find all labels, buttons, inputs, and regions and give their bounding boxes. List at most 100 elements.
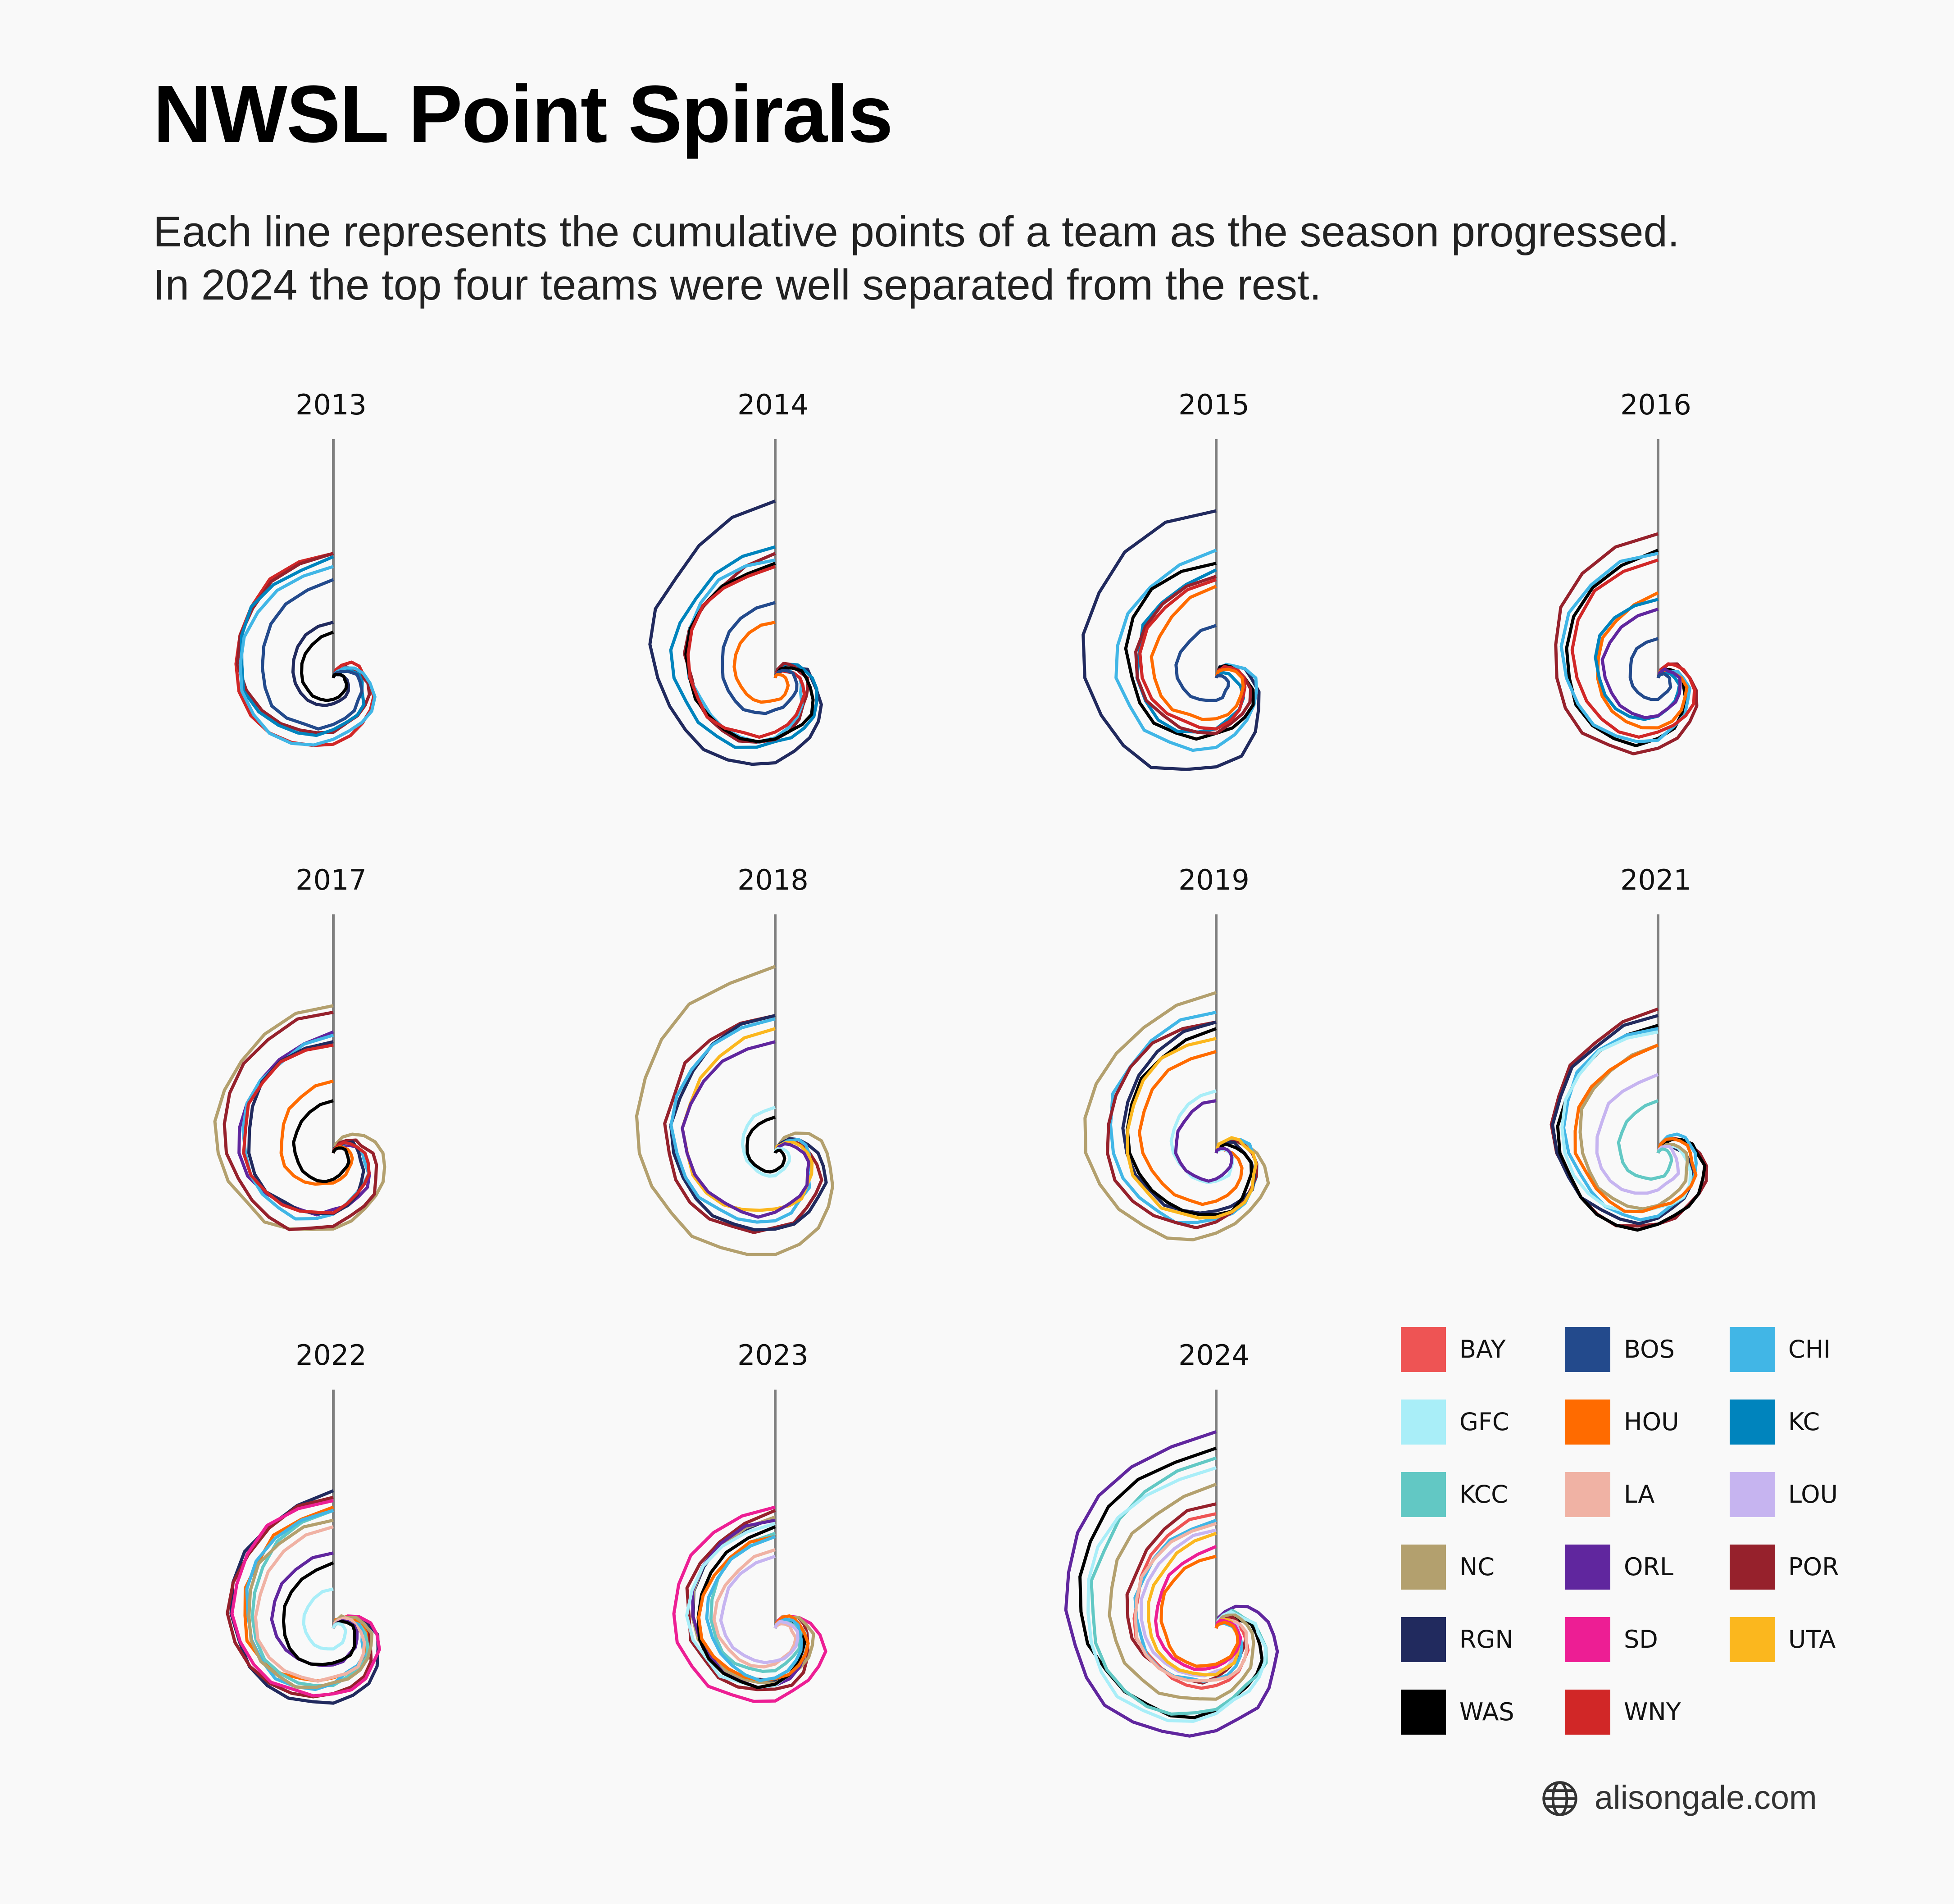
legend-label: LOU xyxy=(1788,1480,1838,1509)
legend-item-bos: BOS xyxy=(1565,1324,1727,1374)
spiral-line-2019-uta xyxy=(1126,1037,1258,1220)
legend-swatch xyxy=(1401,1400,1446,1445)
spiral-line-2014-was xyxy=(684,562,815,744)
spiral-line-2022-was xyxy=(282,1561,356,1666)
season-label-2013: 2013 xyxy=(295,388,367,421)
spiral-line-2016-bos xyxy=(1628,637,1672,701)
spiral-line-2015-hou xyxy=(1150,585,1245,721)
season-label-2016: 2016 xyxy=(1620,388,1691,421)
spiral-line-2014-hou xyxy=(732,620,790,704)
spiral-line-2021-kcc xyxy=(1617,1099,1673,1181)
legend-label: NC xyxy=(1459,1553,1495,1581)
spiral-line-2024-por xyxy=(1125,1502,1247,1685)
season-label-2021: 2021 xyxy=(1620,863,1691,896)
legend-item-sd: SD xyxy=(1565,1614,1727,1664)
legend-swatch xyxy=(1401,1617,1446,1662)
spiral-line-2023-lou xyxy=(719,1554,800,1664)
legend-item-kc: KC xyxy=(1730,1397,1892,1446)
spiral-line-2018-orl xyxy=(681,1040,810,1219)
spiral-line-2024-lou xyxy=(1139,1528,1241,1677)
spiral-line-2017-por xyxy=(223,1010,378,1231)
season-label-2014: 2014 xyxy=(737,388,809,421)
spiral-line-2019-hou xyxy=(1137,1050,1244,1206)
spiral-line-2021-hou xyxy=(1573,1043,1698,1213)
legend-item-wny: WNY xyxy=(1565,1687,1727,1736)
legend-swatch xyxy=(1565,1617,1610,1662)
legend-item-rgn: RGN xyxy=(1401,1614,1563,1664)
spiral-line-2017-was xyxy=(292,1099,350,1183)
legend-label: GFC xyxy=(1459,1408,1509,1436)
season-label-2017: 2017 xyxy=(295,863,367,896)
spiral-line-2024-hou xyxy=(1159,1554,1240,1668)
legend-swatch xyxy=(1730,1472,1775,1517)
spiral-line-2013-bos xyxy=(260,578,364,731)
spiral-line-2019-was xyxy=(1126,1027,1253,1217)
spiral-line-2022-la xyxy=(254,1525,366,1683)
legend-label: LA xyxy=(1624,1480,1655,1509)
legend-swatch xyxy=(1401,1545,1446,1590)
season-label-2023: 2023 xyxy=(737,1339,809,1372)
globe-icon xyxy=(1542,1781,1577,1816)
legend-label: BOS xyxy=(1624,1335,1675,1363)
spiral-line-2019-orl xyxy=(1174,1099,1234,1183)
spiral-line-2013-por xyxy=(236,552,371,735)
spiral-line-2017-wny xyxy=(242,1043,371,1215)
spiral-line-2021-rgn xyxy=(1551,1014,1695,1226)
spiral-panel-2019: 2019 xyxy=(1083,863,1270,1241)
spiral-panel-2022: 2022 xyxy=(226,1339,381,1705)
legend-item-was: WAS xyxy=(1401,1687,1563,1736)
legend-item-nc: NC xyxy=(1401,1542,1563,1591)
legend-swatch xyxy=(1565,1690,1610,1735)
legend-swatch xyxy=(1565,1327,1610,1372)
spiral-line-2018-gfc xyxy=(741,1105,791,1178)
legend-label: KC xyxy=(1788,1408,1820,1436)
spiral-line-2016-orl xyxy=(1600,607,1682,719)
spiral-line-2015-wny xyxy=(1138,578,1247,731)
team-legend: BAY BOS CHI GFC HOU KC KCC LA LOU NC ORL POR RGN SD UT… xyxy=(1401,1324,1896,1757)
spiral-line-2013-was xyxy=(300,630,348,702)
legend-swatch xyxy=(1401,1327,1446,1372)
legend-swatch xyxy=(1730,1617,1775,1662)
legend-item-kcc: KCC xyxy=(1401,1469,1563,1519)
legend-item-orl: ORL xyxy=(1565,1542,1727,1591)
season-label-2024: 2024 xyxy=(1178,1339,1250,1372)
spiral-line-2019-chi xyxy=(1109,1010,1259,1225)
legend-label: SD xyxy=(1624,1625,1658,1654)
legend-label: UTA xyxy=(1788,1625,1836,1654)
spiral-line-2017-hou xyxy=(279,1079,354,1186)
spiral-line-2014-por xyxy=(682,552,810,744)
legend-swatch xyxy=(1730,1400,1775,1445)
spiral-line-2024-orl xyxy=(1064,1430,1279,1738)
spiral-panel-2015: 2015 xyxy=(1082,388,1261,771)
spiral-panel-2013: 2013 xyxy=(234,388,377,747)
legend-swatch xyxy=(1565,1545,1610,1590)
legend-label: ORL xyxy=(1624,1553,1674,1581)
season-label-2019: 2019 xyxy=(1178,863,1250,896)
spiral-line-2017-rgn xyxy=(247,1040,365,1215)
spiral-line-2023-chi xyxy=(705,1535,803,1682)
legend-label: KCC xyxy=(1459,1480,1508,1509)
legend-item-hou: HOU xyxy=(1565,1397,1727,1446)
legend-swatch xyxy=(1401,1472,1446,1517)
spiral-line-2019-por xyxy=(1106,1020,1259,1230)
legend-item-uta: UTA xyxy=(1730,1614,1892,1664)
legend-label: WNY xyxy=(1624,1698,1681,1726)
spiral-panel-2018: 2018 xyxy=(635,863,835,1256)
spiral-panel-2017: 2017 xyxy=(213,863,386,1231)
legend-item-la: LA xyxy=(1565,1469,1727,1519)
legend-swatch xyxy=(1565,1400,1610,1445)
spiral-panel-2016: 2016 xyxy=(1554,388,1699,755)
legend-label: HOU xyxy=(1624,1408,1679,1436)
chart-subtitle-line-2: In 2024 the top four teams were well sep… xyxy=(153,261,1322,309)
spiral-line-2013-chi xyxy=(238,565,377,747)
spiral-panel-2024: 2024 xyxy=(1064,1339,1279,1738)
spiral-line-2021-nc xyxy=(1578,1043,1689,1211)
spiral-line-2021-chi xyxy=(1562,1027,1698,1222)
spiral-line-2018-chi xyxy=(669,1017,812,1224)
legend-label: RGN xyxy=(1459,1625,1513,1654)
legend-swatch xyxy=(1401,1690,1446,1735)
spiral-panel-2021: 2021 xyxy=(1550,863,1709,1232)
legend-swatch xyxy=(1565,1472,1610,1517)
legend-swatch xyxy=(1730,1545,1775,1590)
